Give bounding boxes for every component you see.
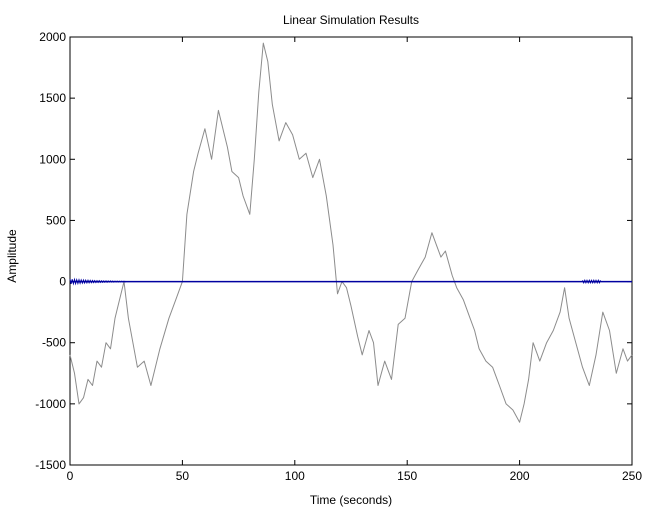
plot-area: [70, 37, 632, 465]
y-tick-label: -1000: [35, 397, 66, 411]
y-tick-label: 500: [46, 213, 66, 227]
x-tick-label: 100: [285, 469, 305, 483]
y-tick-label: 2000: [39, 30, 66, 44]
x-tick-label: 0: [67, 469, 74, 483]
x-tick-label: 150: [397, 469, 417, 483]
y-tick-label: -1500: [35, 458, 66, 472]
y-tick-label: 1000: [39, 152, 66, 166]
x-tick-label: 250: [622, 469, 642, 483]
x-axis-title: Time (seconds): [310, 493, 392, 507]
y-axis-title: Amplitude: [5, 229, 19, 283]
y-tick-label: -500: [42, 336, 66, 350]
y-tick-label: 0: [59, 275, 66, 289]
axes: 0 50 100 150 200 250 -1500 -1000 -500 0 500 1000 150…: [35, 30, 642, 483]
x-tick-label: 200: [510, 469, 530, 483]
y-tick-label: 1500: [39, 91, 66, 105]
x-tick-label: 50: [176, 469, 190, 483]
chart-title: Linear Simulation Results: [283, 13, 419, 27]
